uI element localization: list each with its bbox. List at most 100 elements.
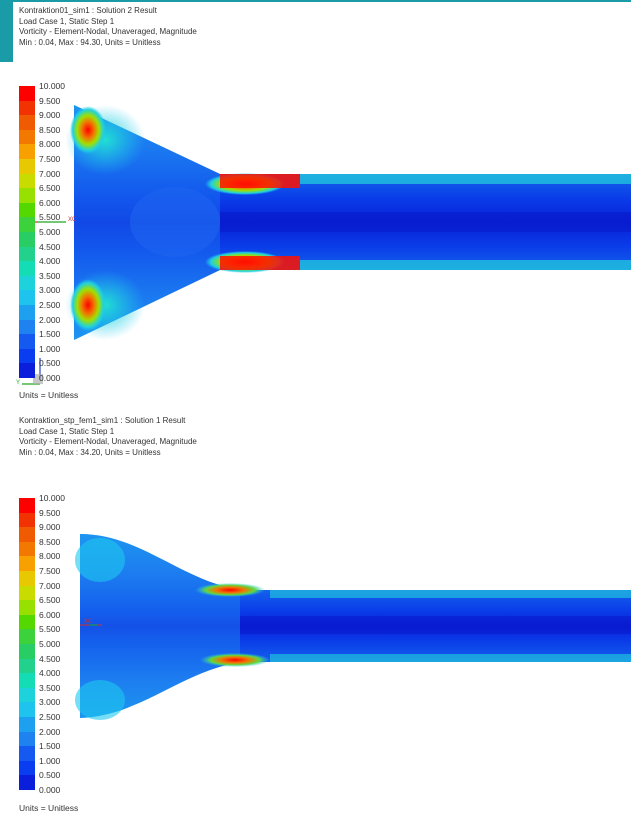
legend-value: 8.000: [39, 551, 61, 562]
legend-value: 2.500: [39, 299, 61, 310]
legend-swatch: [19, 570, 35, 586]
legend-swatch: [19, 687, 35, 703]
legend-swatch: [19, 629, 35, 644]
legend-value: 0.000: [39, 372, 61, 383]
legend-swatch: [19, 614, 35, 630]
legend-value: 9.000: [39, 522, 61, 533]
legend-swatch: [19, 261, 35, 276]
legend-swatch: [19, 86, 35, 101]
legend-swatch: [19, 246, 35, 262]
legend-swatch: [19, 231, 35, 247]
legend-swatch: [19, 290, 35, 305]
triad-y-label-1: Y: [16, 380, 21, 386]
result-header-1: Kontraktion01_sim1 : Solution 2 Result L…: [19, 6, 197, 48]
legend-value: 2.000: [39, 726, 61, 737]
legend-value: 0.500: [39, 770, 61, 781]
legend-value: 5.500: [39, 624, 61, 635]
legend-value: 7.000: [39, 580, 61, 591]
legend-value: 1.000: [39, 755, 61, 766]
legend-swatch: [19, 158, 35, 174]
result-viewport-1[interactable]: Kontraktion01_sim1 : Solution 2 Result L…: [0, 0, 631, 405]
legend-swatch: [19, 348, 35, 364]
legend-swatch: [19, 363, 35, 378]
legend-value: 10.000: [39, 81, 65, 91]
fem-contour-plot-2[interactable]: [0, 410, 631, 818]
result-type: Vorticity - Element-Nodal, Unaveraged, M…: [19, 437, 197, 446]
legend-swatch: [19, 658, 35, 674]
legend-swatch: [19, 760, 35, 776]
legend-value: 5.000: [39, 638, 61, 649]
legend-swatch: [19, 643, 35, 659]
legend-swatch: [19, 746, 35, 761]
top-accent-bar: [0, 0, 631, 2]
legend-value: 9.500: [39, 507, 61, 518]
legend-value: 4.500: [39, 241, 61, 252]
legend-swatch: [19, 334, 35, 349]
legend-value: 4.500: [39, 653, 61, 664]
legend-swatch: [19, 173, 35, 189]
legend-swatch: [19, 319, 35, 335]
legend-value: 1.500: [39, 741, 61, 752]
load-case: Load Case 1, Static Step 1: [19, 16, 115, 26]
triad-x-label-1: XC: [68, 217, 77, 223]
legend-value: 3.000: [39, 697, 61, 708]
legend-value: 4.000: [39, 668, 61, 679]
units-label-1: Units = Unitless: [19, 390, 79, 400]
legend-value: 5.500: [39, 212, 61, 223]
legend-value: 6.000: [39, 197, 61, 208]
left-accent-bar: [0, 2, 13, 62]
legend-swatch: [19, 702, 35, 717]
legend-value: 3.500: [39, 682, 61, 693]
legend-value: 7.000: [39, 168, 61, 179]
units-label-2: Units = Unitless: [19, 803, 79, 813]
legend-swatch: [19, 115, 35, 130]
legend-value: 8.500: [39, 124, 61, 135]
result-title: Kontraktion_stp_fem1_sim1 : Solution 1 R…: [19, 416, 186, 425]
legend-value: 0.000: [39, 784, 61, 795]
legend-value: 8.500: [39, 536, 61, 547]
triad-x-label-2: XC: [84, 619, 93, 625]
legend-swatch: [19, 129, 35, 145]
legend-swatch: [19, 188, 35, 203]
legend-value: 2.000: [39, 314, 61, 325]
result-title: Kontraktion01_sim1 : Solution 2 Result: [19, 6, 157, 15]
legend-swatch: [19, 775, 35, 790]
legend-value: 10.000: [39, 493, 65, 503]
legend-swatch: [19, 731, 35, 747]
legend-value: 1.000: [39, 343, 61, 354]
legend-value: 9.000: [39, 110, 61, 121]
legend-swatch: [19, 673, 35, 688]
legend-value: 2.500: [39, 711, 61, 722]
legend-swatch: [19, 541, 35, 557]
legend-value: 3.000: [39, 285, 61, 296]
legend-value: 1.500: [39, 329, 61, 340]
legend-swatch: [19, 217, 35, 232]
fem-contour-plot-1[interactable]: [0, 0, 631, 405]
legend-value: 3.500: [39, 270, 61, 281]
min-max: Min : 0.04, Max : 34.20, Units = Unitles…: [19, 447, 161, 457]
legend-swatch: [19, 556, 35, 571]
legend-value: 8.000: [39, 139, 61, 150]
legend-swatch: [19, 144, 35, 159]
result-type: Vorticity - Element-Nodal, Unaveraged, M…: [19, 27, 197, 36]
legend-value: 4.000: [39, 256, 61, 267]
legend-swatch: [19, 304, 35, 320]
legend-value: 9.500: [39, 95, 61, 106]
legend-swatch: [19, 100, 35, 116]
legend-swatch: [19, 202, 35, 218]
min-max: Min : 0.04, Max : 94.30, Units = Unitles…: [19, 37, 161, 47]
legend-swatch: [19, 275, 35, 291]
legend-swatch: [19, 527, 35, 542]
legend-value: 6.500: [39, 183, 61, 194]
legend-value: 5.000: [39, 226, 61, 237]
legend-value: 6.500: [39, 595, 61, 606]
load-case: Load Case 1, Static Step 1: [19, 426, 115, 436]
legend-swatch: [19, 498, 35, 513]
legend-value: 6.000: [39, 609, 61, 620]
result-header-2: Kontraktion_stp_fem1_sim1 : Solution 1 R…: [19, 416, 197, 458]
legend-value: 0.500: [39, 358, 61, 369]
legend-swatch: [19, 585, 35, 601]
legend-swatch: [19, 512, 35, 528]
result-viewport-2[interactable]: Kontraktion_stp_fem1_sim1 : Solution 1 R…: [0, 410, 631, 818]
legend-swatch: [19, 716, 35, 732]
